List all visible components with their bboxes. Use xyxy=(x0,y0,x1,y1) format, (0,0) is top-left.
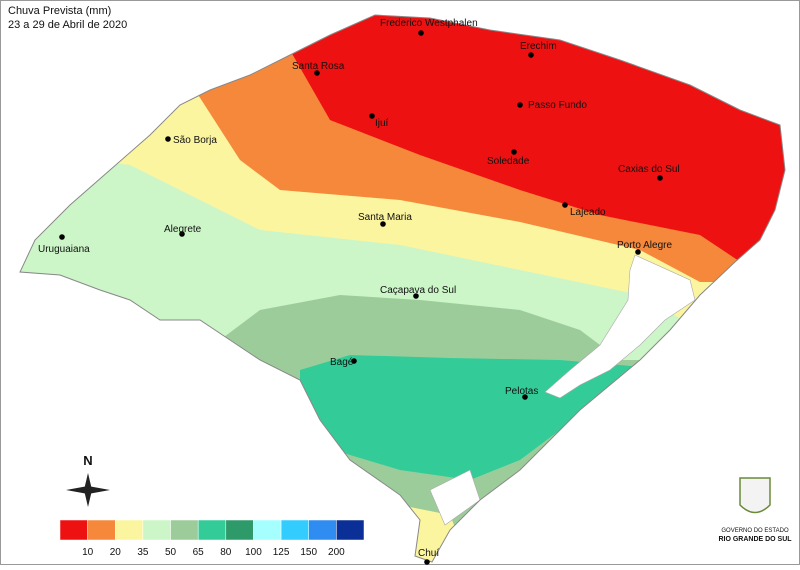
city-dot xyxy=(517,102,523,108)
north-label: N xyxy=(83,453,92,468)
city-label: Caxias do Sul xyxy=(618,164,680,175)
cities: Frederico Westphalen Erechim Santa Rosa Pas… xyxy=(38,18,680,565)
city-dot xyxy=(380,221,386,227)
city-dot xyxy=(165,136,171,142)
state-border xyxy=(19,14,786,563)
city-dot xyxy=(314,70,320,76)
legend-swatch xyxy=(336,519,365,541)
city-dot xyxy=(424,559,430,565)
city-dot xyxy=(413,293,419,299)
city-dot xyxy=(562,202,568,208)
city-label: São Borja xyxy=(173,135,217,146)
legend-swatch xyxy=(87,519,116,541)
legend-swatch xyxy=(170,519,199,541)
city-label: Passo Fundo xyxy=(528,100,587,111)
city-dot xyxy=(528,52,534,58)
logo: GOVERNO DO ESTADO RIO GRANDE DO SUL xyxy=(718,477,792,543)
city-label: Ijuí xyxy=(375,118,389,129)
logo-line: RIO GRANDE DO SUL xyxy=(718,536,792,543)
city-dot xyxy=(657,175,663,181)
city-label: Uruguaiana xyxy=(38,244,90,255)
city-label: Alegrete xyxy=(164,224,202,235)
map-title: Chuva Prevista (mm) xyxy=(8,5,111,17)
legend: 10 20 35 50 65 80 100 125 150 200 xyxy=(59,519,365,558)
logo-line: GOVERNO DO ESTADO xyxy=(721,528,789,534)
city-label: Lajeado xyxy=(570,207,606,218)
city-dot xyxy=(351,358,357,364)
city-dot xyxy=(418,30,424,36)
legend-break: 150 xyxy=(300,547,317,558)
city-label: Santa Rosa xyxy=(292,61,345,72)
city-dot xyxy=(635,249,641,255)
city-label: Santa Maria xyxy=(358,212,412,223)
legend-break: 20 xyxy=(110,547,122,558)
coat-of-arms xyxy=(739,477,771,514)
city-dot xyxy=(511,149,517,155)
city-dot xyxy=(522,394,528,400)
legend-swatch xyxy=(142,519,171,541)
city-label: Bagé xyxy=(330,357,354,368)
lagoa-dos-patos xyxy=(544,254,696,399)
legend-break: 35 xyxy=(137,547,149,558)
compass-rose xyxy=(66,486,110,494)
compass: N xyxy=(66,453,110,507)
city-dot xyxy=(59,234,65,240)
legend-swatch xyxy=(308,519,337,541)
legend-break: 10 xyxy=(82,547,94,558)
legend-break: 50 xyxy=(165,547,177,558)
legend-swatch xyxy=(253,519,282,541)
city-label: Erechim xyxy=(520,41,557,52)
city-dot xyxy=(179,231,185,237)
city-label: Caçapava do Sul xyxy=(380,285,456,296)
legend-swatch xyxy=(225,519,254,541)
legend-swatch xyxy=(280,519,309,541)
legend-break: 125 xyxy=(273,547,290,558)
legend-swatch xyxy=(197,519,227,541)
city-label: Frederico Westphalen xyxy=(380,18,478,29)
city-label: Chuí xyxy=(418,548,439,559)
map-subtitle: 23 a 29 de Abril de 2020 xyxy=(8,19,127,31)
legend-break: 100 xyxy=(245,547,262,558)
legend-break: 80 xyxy=(220,547,232,558)
city-label: Soledade xyxy=(487,156,530,167)
city-label: Pelotas xyxy=(505,386,538,397)
legend-break: 200 xyxy=(328,547,345,558)
legend-break: 65 xyxy=(193,547,205,558)
legend-swatch xyxy=(59,519,88,541)
city-dot xyxy=(369,113,375,119)
legend-swatch xyxy=(115,519,144,541)
city-label: Porto Alegre xyxy=(617,240,672,251)
